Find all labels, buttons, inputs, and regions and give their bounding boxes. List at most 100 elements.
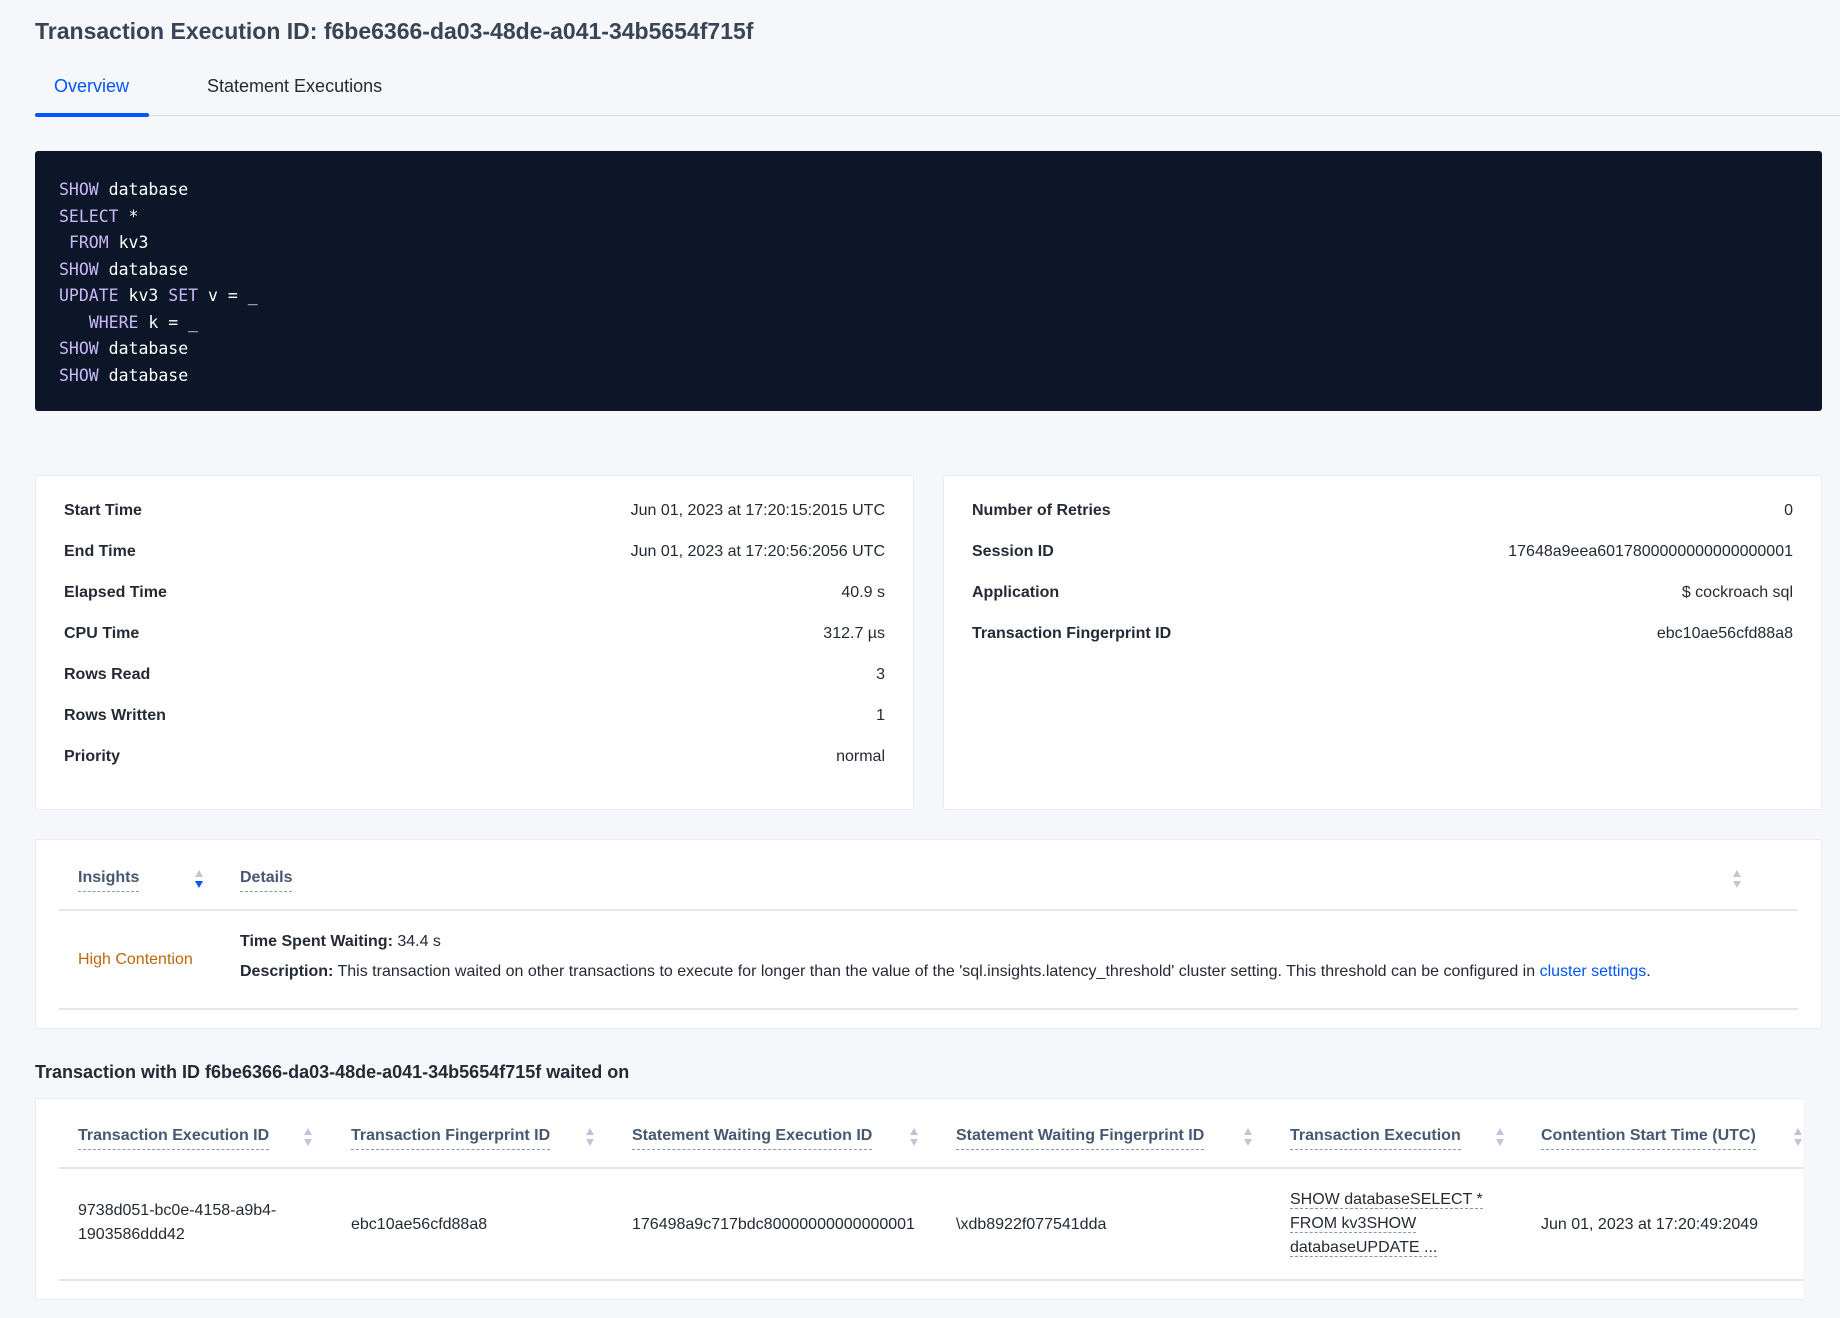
tab-statement-executions[interactable]: Statement Executions <box>207 76 383 96</box>
sql-text: v = _ <box>198 286 258 305</box>
description-end: . <box>1646 963 1651 980</box>
sql-keyword: FROM <box>68 233 109 252</box>
sort-icon[interactable] <box>194 870 204 890</box>
query-line: SELECT * <box>59 204 1798 231</box>
cluster-settings-link[interactable]: cluster settings <box>1539 963 1647 980</box>
sort-icon[interactable] <box>1793 1128 1803 1148</box>
waited-on-table: 9738d051-bc0e-4158-a9b4- 1903586ddd42 ebc… <box>35 1098 1803 1300</box>
sql-keyword: UPDATE <box>59 286 119 305</box>
summary-card-right: Number of Retries 0 Session ID 17648a9eea60… <box>943 475 1822 810</box>
sql-text <box>59 233 69 252</box>
summary-value: normal <box>836 748 885 765</box>
stmt-exec-id-cell: 176498a9c717bdc80000000000000001 <box>632 1216 915 1233</box>
sql-text: k = _ <box>138 312 199 332</box>
sql-text: kv3 <box>108 233 149 252</box>
summary-value: Jun 01, 2023 at 17:20:15:2015 UTC <box>630 502 885 519</box>
column-header[interactable]: Contention Start Time (UTC) <box>1541 1127 1756 1150</box>
summary-value: 312.7 µs <box>823 625 885 642</box>
summary-label: Rows Read <box>64 666 151 683</box>
sql-keyword: SHOW <box>59 180 99 199</box>
sql-keyword: SHOW <box>59 259 99 279</box>
summary-value: 17648a9eea6017800000000000000001 <box>1508 543 1793 560</box>
sql-text: * <box>118 206 139 226</box>
column-header[interactable]: Transaction Execution ID <box>78 1127 270 1150</box>
summary-value: 40.9 s <box>841 584 885 601</box>
sql-keyword: SELECT <box>59 206 119 226</box>
summary-label: End Time <box>64 543 136 560</box>
sort-icon[interactable] <box>303 1128 313 1148</box>
sql-text: kv3 <box>118 286 169 305</box>
sort-icon[interactable] <box>1495 1128 1505 1148</box>
description-text: This transaction waited on other transac… <box>333 963 1540 980</box>
txn-execution-line[interactable]: SHOW databaseSELECT * <box>1290 1191 1483 1209</box>
summary-row: Session ID 17648a9eea60178000000000000000… <box>972 543 1793 565</box>
txn-fingerprint-id-cell: ebc10ae56cfd88a8 <box>351 1216 488 1233</box>
summary-label: Start Time <box>64 502 142 519</box>
summary-label: Session ID <box>972 543 1054 560</box>
column-header[interactable]: Statement Waiting Execution ID <box>632 1127 873 1150</box>
column-header[interactable]: Transaction Fingerprint ID <box>351 1127 551 1150</box>
page-title: Transaction Execution ID: f6be6366-da03-… <box>35 18 754 44</box>
sql-keyword: SET <box>168 286 199 305</box>
column-header[interactable]: Statement Waiting Fingerprint ID <box>956 1127 1205 1150</box>
summary-label: Rows Written <box>64 707 166 724</box>
sql-text <box>59 313 89 332</box>
summary-row: Transaction Fingerprint ID ebc10ae56cfd88… <box>972 625 1793 647</box>
sql-text: database <box>98 180 189 199</box>
insights-card: Insights Details High Contention Time Sp… <box>35 839 1822 1029</box>
description-label: Description: <box>240 963 334 980</box>
txn-exec-id-line: 1903586ddd42 <box>78 1226 185 1243</box>
insight-type: High Contention <box>78 951 193 968</box>
insights-column-header[interactable]: Insights <box>78 869 140 892</box>
sort-icon[interactable] <box>1732 870 1742 890</box>
fingerprint-link[interactable]: ebc10ae56cfd88a8 <box>1656 625 1793 642</box>
time-spent-waiting: Time Spent Waiting: 34.4 s <box>240 930 441 954</box>
time-label: Time Spent Waiting: <box>240 933 393 950</box>
summary-label: Application <box>972 584 1060 601</box>
query-line: WHERE k = _ <box>59 310 1798 337</box>
sql-query-block: SHOW database SELECT * FROM kv3 SHOW datab… <box>35 151 1822 411</box>
sql-text: database <box>98 339 189 358</box>
sort-icon[interactable] <box>909 1128 919 1148</box>
txn-execution-line[interactable]: databaseUPDATE ... <box>1290 1239 1438 1257</box>
summary-label: Transaction Fingerprint ID <box>972 625 1172 642</box>
query-line: UPDATE kv3 SET v = _ <box>59 283 1798 310</box>
summary-row: End Time Jun 01, 2023 at 17:20:56:2056 UT… <box>64 543 885 565</box>
txn-execution-line[interactable]: FROM kv3SHOW <box>1290 1215 1417 1233</box>
summary-card-left: Start Time Jun 01, 2023 at 17:20:15:2015 … <box>35 475 914 810</box>
sql-keyword: SHOW <box>59 365 99 385</box>
summary-row: Number of Retries 0 <box>972 502 1793 524</box>
summary-row: Application $ cockroach sql <box>972 584 1793 606</box>
summary-value: $ cockroach sql <box>1681 584 1793 601</box>
summary-row: Start Time Jun 01, 2023 at 17:20:15:2015 … <box>64 502 885 524</box>
waited-on-heading: Transaction with ID f6be6366-da03-48de-a… <box>35 1062 630 1082</box>
summary-value: Jun 01, 2023 at 17:20:56:2056 UTC <box>630 543 885 560</box>
time-value: 34.4 s <box>392 933 441 950</box>
summary-value: 3 <box>876 666 885 683</box>
insight-description: Description: This transaction waited on … <box>240 960 1651 984</box>
active-tab-indicator <box>35 113 149 117</box>
tab-bar: Overview Statement Executions <box>35 70 1840 117</box>
sql-keyword: SHOW <box>59 339 99 358</box>
sort-icon[interactable] <box>1243 1128 1253 1148</box>
column-header[interactable]: Transaction Execution <box>1290 1127 1461 1150</box>
summary-value: 0 <box>1784 502 1793 519</box>
summary-row: Rows Read 3 <box>64 666 885 688</box>
sql-text: database <box>98 365 189 385</box>
sort-icon[interactable] <box>585 1128 595 1148</box>
summary-label: Elapsed Time <box>64 584 167 601</box>
txn-execution-cell[interactable]: SHOW databaseSELECT * FROM kv3SHOW datab… <box>1290 1188 1483 1260</box>
sql-text: database <box>98 259 189 279</box>
query-line: SHOW database <box>59 336 1798 363</box>
query-line: SHOW database <box>59 363 1798 390</box>
tab-overview[interactable]: Overview <box>54 76 130 96</box>
summary-row: Priority normal <box>64 748 885 770</box>
summary-label: CPU Time <box>64 625 140 642</box>
summary-row: Rows Written 1 <box>64 707 885 729</box>
query-line: SHOW database <box>59 257 1798 284</box>
txn-exec-id-cell: 9738d051-bc0e-4158-a9b4- 1903586ddd42 <box>78 1199 276 1247</box>
details-column-header[interactable]: Details <box>240 869 293 892</box>
summary-label: Priority <box>64 748 121 765</box>
stmt-fingerprint-id-cell: \xdb8922f077541dda <box>956 1216 1107 1233</box>
contention-start-cell: Jun 01, 2023 at 17:20:49:2049 <box>1541 1216 1759 1233</box>
